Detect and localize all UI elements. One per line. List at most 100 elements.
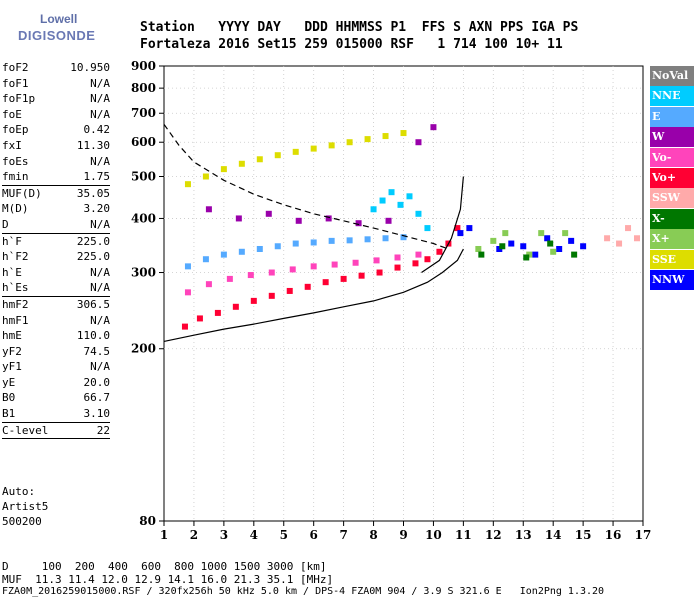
param-name: B0 — [2, 391, 16, 405]
param-value: N/A — [90, 154, 110, 168]
param-name: foEp — [2, 123, 29, 137]
param-row: foF1p N/A — [2, 91, 110, 107]
echo-point — [436, 248, 443, 255]
auto-label: Auto: — [2, 485, 36, 498]
echo-point — [220, 251, 227, 258]
x-tick-label: 13 — [515, 528, 532, 542]
x-tick-label: 9 — [399, 528, 407, 542]
echo-point — [376, 269, 383, 276]
param-row: foE N/A — [2, 107, 110, 123]
echo-point — [379, 197, 386, 204]
echo-point — [502, 230, 509, 237]
legend-entry: X- — [650, 208, 694, 229]
echo-point — [346, 237, 353, 244]
echo-point — [256, 156, 263, 163]
echo-point — [373, 257, 380, 264]
param-value: 74.5 — [83, 344, 111, 358]
param-name: MUF(D) — [2, 186, 42, 200]
echo-point — [331, 261, 338, 268]
legend-entry: Vo+ — [650, 167, 694, 188]
echo-point — [292, 148, 299, 155]
param-value: 35.05 — [76, 186, 110, 200]
footer-muf-row: MUF 11.3 11.4 12.0 12.9 14.1 16.0 21.3 3… — [2, 573, 334, 586]
y-tick-label: 500 — [131, 169, 156, 183]
footer-distance-row: D 100 200 400 600 800 1000 1500 3000 [km… — [2, 560, 327, 573]
param-name: C-level — [2, 423, 49, 437]
legend-entry: NoVal — [650, 66, 694, 86]
echo-point — [250, 297, 257, 304]
auto-scaling-info: Auto: Artist5 500200 — [2, 484, 48, 529]
echo-point — [202, 256, 209, 263]
param-row: C-level 22 — [2, 423, 110, 440]
echo-point — [475, 245, 482, 252]
param-value: N/A — [90, 107, 110, 121]
echo-point — [616, 240, 623, 247]
param-name: foF2 — [2, 61, 29, 74]
x-tick-label: 7 — [339, 528, 347, 542]
y-tick-label: 300 — [131, 266, 156, 280]
param-row: foEp 0.42 — [2, 122, 110, 138]
echo-point — [289, 266, 296, 273]
echo-point — [340, 275, 347, 282]
echo-point — [325, 215, 332, 222]
echo-point — [478, 251, 485, 258]
x-tick-label: 15 — [575, 528, 592, 542]
param-name: h`F2 — [2, 250, 29, 264]
param-value: N/A — [90, 217, 110, 231]
echo-point — [397, 201, 404, 208]
solid-profile-curve — [163, 248, 464, 342]
echo-point — [415, 251, 422, 258]
echo-point — [196, 315, 203, 322]
param-name: fmin — [2, 170, 29, 184]
param-row: M(D) 3.20 — [2, 201, 110, 217]
param-value: N/A — [90, 92, 110, 106]
x-tick-label: 4 — [250, 528, 258, 542]
echo-point — [205, 206, 212, 213]
echo-point — [310, 145, 317, 152]
param-value: 10.950 — [70, 61, 110, 74]
header-values: Fortaleza 2016 Set15 259 015000 RSF 1 71… — [140, 37, 563, 52]
param-value: 66.7 — [83, 391, 111, 405]
x-tick-label: 17 — [635, 528, 652, 542]
param-name: foF1p — [2, 92, 36, 106]
echo-point — [466, 225, 473, 232]
echo-point — [247, 272, 254, 279]
echo-point — [412, 260, 419, 267]
param-name: hmF1 — [2, 313, 29, 327]
echo-point — [508, 240, 515, 247]
echo-point — [286, 287, 293, 294]
param-name: hmF2 — [2, 297, 29, 311]
echo-point — [544, 235, 551, 242]
param-row: h`E N/A — [2, 265, 110, 281]
echo-point — [268, 269, 275, 276]
param-name: foEs — [2, 154, 29, 168]
legend-entry: NNW — [650, 269, 694, 290]
x-tick-label: 14 — [545, 528, 562, 542]
echo-point — [310, 263, 317, 270]
footer-file-info: FZA0M_2016259015000.RSF / 320fx256h 50 k… — [2, 586, 605, 597]
echo-point — [364, 236, 371, 243]
echo-point — [625, 225, 632, 232]
param-row: foEs N/A — [2, 154, 110, 170]
param-value: N/A — [90, 281, 110, 295]
x-tick-label: 6 — [310, 528, 318, 542]
param-name: foE — [2, 107, 22, 121]
param-value: 110.0 — [76, 329, 110, 343]
echo-point — [352, 259, 359, 266]
param-row: h`Es N/A — [2, 280, 110, 297]
echo-point — [499, 243, 506, 250]
echo-point — [328, 237, 335, 244]
auto-version: 500200 — [2, 515, 42, 528]
param-row: hmE 110.0 — [2, 328, 110, 344]
polarization-legend: NoVal NNE E W Vo- Vo+ SSW X- X+ SSE NNW — [650, 66, 694, 290]
lowell-digisonde-logo: Lowell DIGISONDE — [12, 8, 102, 48]
echo-point — [415, 210, 422, 217]
solid-profile-curve — [421, 176, 464, 273]
echo-point — [556, 245, 563, 252]
param-value: 225.0 — [76, 234, 110, 248]
param-value: 1.75 — [83, 170, 111, 184]
param-name: fxI — [2, 138, 22, 152]
y-tick-label: 80 — [139, 514, 156, 528]
echo-point — [538, 230, 545, 237]
y-tick-label: 200 — [131, 342, 156, 356]
